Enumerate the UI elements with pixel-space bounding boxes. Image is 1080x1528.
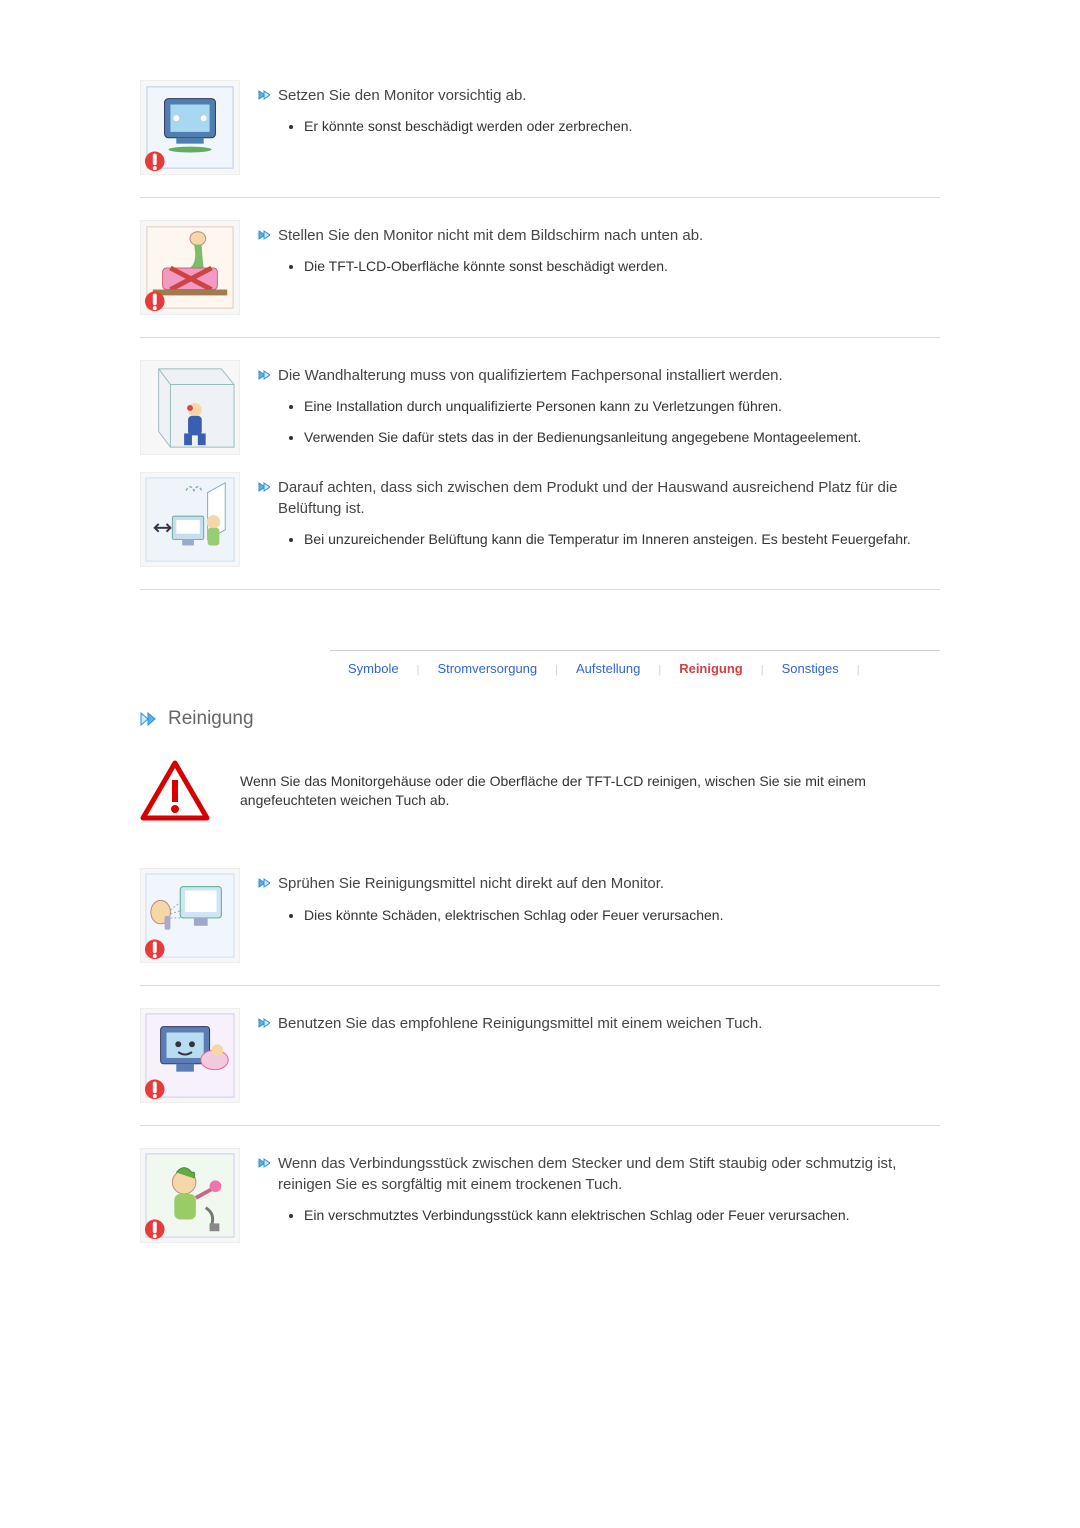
- safety-item-connector: Wenn das Verbindungsstück zwischen dem S…: [140, 1148, 940, 1243]
- chevron-icon: [258, 229, 270, 241]
- chevron-icon: [258, 1017, 270, 1029]
- safety-item-spray: Sprühen Sie Reinigungsmittel nicht direk…: [140, 868, 940, 963]
- item-title-text: Benutzen Sie das empfohlene Reinigungsmi…: [278, 1014, 762, 1034]
- tabs-nav: Symbole | Stromversorgung | Aufstellung …: [330, 650, 940, 678]
- item-title-text: Die Wandhalterung muss von qualifizierte…: [278, 366, 783, 386]
- bullet-text: Verwenden Sie dafür stets das in der Bed…: [304, 427, 940, 448]
- divider: [140, 589, 940, 590]
- illustration-wall-mount: [140, 360, 240, 455]
- item-body: Stellen Sie den Monitor nicht mit dem Bi…: [258, 220, 940, 287]
- chevron-icon: [258, 89, 270, 101]
- divider: [140, 197, 940, 198]
- bullet-text: Die TFT-LCD-Oberfläche könnte sonst besc…: [304, 256, 940, 277]
- chevron-icon: [258, 877, 270, 889]
- illustration-set-down: [140, 80, 240, 175]
- item-title-row: Sprühen Sie Reinigungsmittel nicht direk…: [258, 874, 940, 894]
- chevron-icon: [258, 481, 270, 493]
- item-title-row: Die Wandhalterung muss von qualifizierte…: [258, 366, 940, 386]
- item-title-text: Wenn das Verbindungsstück zwischen dem S…: [278, 1154, 940, 1195]
- tab-aufstellung[interactable]: Aufstellung: [558, 659, 658, 678]
- warning-triangle-icon: [140, 760, 210, 822]
- item-title-text: Sprühen Sie Reinigungsmittel nicht direk…: [278, 874, 664, 894]
- safety-item-cloth: Benutzen Sie das empfohlene Reinigungsmi…: [140, 1008, 940, 1103]
- item-title-text: Setzen Sie den Monitor vorsichtig ab.: [278, 86, 526, 106]
- divider: [140, 337, 940, 338]
- item-bullets: Bei unzureichender Belüftung kann die Te…: [258, 529, 940, 550]
- tab-sonstiges[interactable]: Sonstiges: [764, 659, 857, 678]
- bullet-text: Er könnte sonst beschädigt werden oder z…: [304, 116, 940, 137]
- illustration-ventilation: [140, 472, 240, 567]
- illustration-connector: [140, 1148, 240, 1243]
- tab-stromversorgung[interactable]: Stromversorgung: [419, 659, 555, 678]
- item-bullets: Er könnte sonst beschädigt werden oder z…: [258, 116, 940, 137]
- chevron-icon: [258, 1157, 270, 1169]
- double-chevron-icon: [140, 710, 158, 728]
- warning-note: Wenn Sie das Monitorgehäuse oder die Obe…: [140, 760, 940, 822]
- item-body: Sprühen Sie Reinigungsmittel nicht direk…: [258, 868, 940, 935]
- warning-note-text: Wenn Sie das Monitorgehäuse oder die Obe…: [240, 772, 940, 811]
- safety-item-set-down: Setzen Sie den Monitor vorsichtig ab. Er…: [140, 80, 940, 175]
- illustration-spray: [140, 868, 240, 963]
- divider: [140, 1125, 940, 1126]
- illustration-face-down: [140, 220, 240, 315]
- safety-item-face-down: Stellen Sie den Monitor nicht mit dem Bi…: [140, 220, 940, 315]
- item-bullets: Ein verschmutztes Verbindungsstück kann …: [258, 1205, 940, 1226]
- item-body: Die Wandhalterung muss von qualifizierte…: [258, 360, 940, 458]
- item-body: Wenn das Verbindungsstück zwischen dem S…: [258, 1148, 940, 1236]
- safety-item-wall-mount: Die Wandhalterung muss von qualifizierte…: [140, 360, 940, 458]
- item-body: Setzen Sie den Monitor vorsichtig ab. Er…: [258, 80, 940, 147]
- item-title-row: Stellen Sie den Monitor nicht mit dem Bi…: [258, 226, 940, 246]
- tab-symbole[interactable]: Symbole: [330, 659, 417, 678]
- section-heading: Reinigung: [140, 708, 940, 730]
- bullet-text: Eine Installation durch unqualifizierte …: [304, 396, 940, 417]
- item-title-row: Darauf achten, dass sich zwischen dem Pr…: [258, 478, 940, 519]
- tabs-rule: [330, 650, 940, 651]
- bullet-text: Dies könnte Schäden, elektrischen Schlag…: [304, 905, 940, 926]
- bullet-text: Bei unzureichender Belüftung kann die Te…: [304, 529, 940, 550]
- tab-reinigung[interactable]: Reinigung: [661, 659, 761, 678]
- item-title-row: Setzen Sie den Monitor vorsichtig ab.: [258, 86, 940, 106]
- item-bullets: Eine Installation durch unqualifizierte …: [258, 396, 940, 448]
- item-bullets: Die TFT-LCD-Oberfläche könnte sonst besc…: [258, 256, 940, 277]
- divider: [140, 985, 940, 986]
- tabs-row: Symbole | Stromversorgung | Aufstellung …: [330, 659, 940, 678]
- section-title: Reinigung: [168, 708, 254, 730]
- item-body: Darauf achten, dass sich zwischen dem Pr…: [258, 472, 940, 560]
- item-body: Benutzen Sie das empfohlene Reinigungsmi…: [258, 1008, 940, 1044]
- item-title-text: Stellen Sie den Monitor nicht mit dem Bi…: [278, 226, 703, 246]
- chevron-icon: [258, 369, 270, 381]
- item-title-row: Benutzen Sie das empfohlene Reinigungsmi…: [258, 1014, 940, 1034]
- tab-separator: |: [857, 664, 860, 676]
- item-title-row: Wenn das Verbindungsstück zwischen dem S…: [258, 1154, 940, 1195]
- document-page: Setzen Sie den Monitor vorsichtig ab. Er…: [0, 0, 1080, 1528]
- item-bullets: Dies könnte Schäden, elektrischen Schlag…: [258, 905, 940, 926]
- item-title-text: Darauf achten, dass sich zwischen dem Pr…: [278, 478, 940, 519]
- illustration-cloth: [140, 1008, 240, 1103]
- safety-item-ventilation: Darauf achten, dass sich zwischen dem Pr…: [140, 472, 940, 567]
- bullet-text: Ein verschmutztes Verbindungsstück kann …: [304, 1205, 940, 1226]
